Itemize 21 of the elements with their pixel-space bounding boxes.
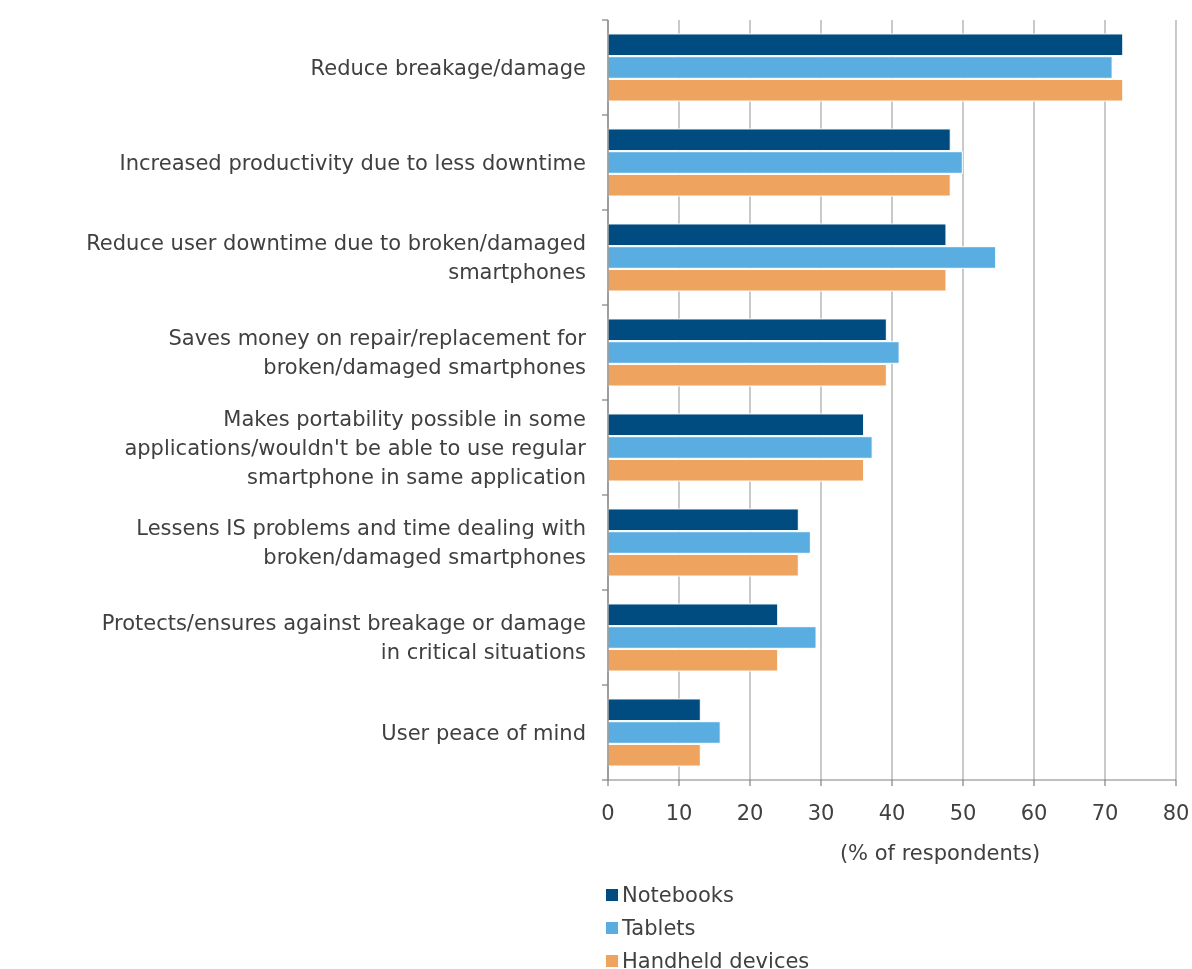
y-tick-label: Protects/ensures against breakage or damage in critical situations bbox=[101, 611, 586, 664]
x-tick-label: 50 bbox=[949, 801, 977, 825]
x-tick-label: 0 bbox=[601, 801, 615, 825]
x-axis-title: (% of respondents) bbox=[839, 841, 1041, 865]
x-tick-label: 60 bbox=[1020, 801, 1048, 825]
y-tick-label: Reduce user downtime due to broken/damaged smartphones bbox=[86, 231, 586, 284]
x-tick-label: 80 bbox=[1162, 801, 1190, 825]
y-tick-label: User peace of mind bbox=[381, 720, 586, 745]
y-tick-label: Saves money on repair/replacement for broken/damaged smartphones bbox=[168, 326, 587, 379]
legend-label: Tablets bbox=[621, 916, 696, 940]
legend-label: Notebooks bbox=[622, 883, 734, 907]
legend-label: Handheld devices bbox=[622, 949, 810, 969]
y-tick-label: Lessens IS problems and time dealing with broken/damaged smartphones bbox=[136, 516, 586, 569]
x-tick-label: 30 bbox=[807, 801, 835, 825]
y-tick-label: Increased productivity due to less downtime bbox=[119, 150, 586, 175]
y-tick-label: Reduce breakage/damage bbox=[310, 55, 586, 80]
y-tick-label: Makes portability possible in some applications/wouldn't be able to use regular smartphone in same application bbox=[124, 406, 587, 489]
x-tick-label: 10 bbox=[665, 801, 693, 825]
x-tick-label: 70 bbox=[1091, 801, 1119, 825]
x-tick-label: 40 bbox=[878, 801, 906, 825]
x-tick-label: 20 bbox=[736, 801, 764, 825]
